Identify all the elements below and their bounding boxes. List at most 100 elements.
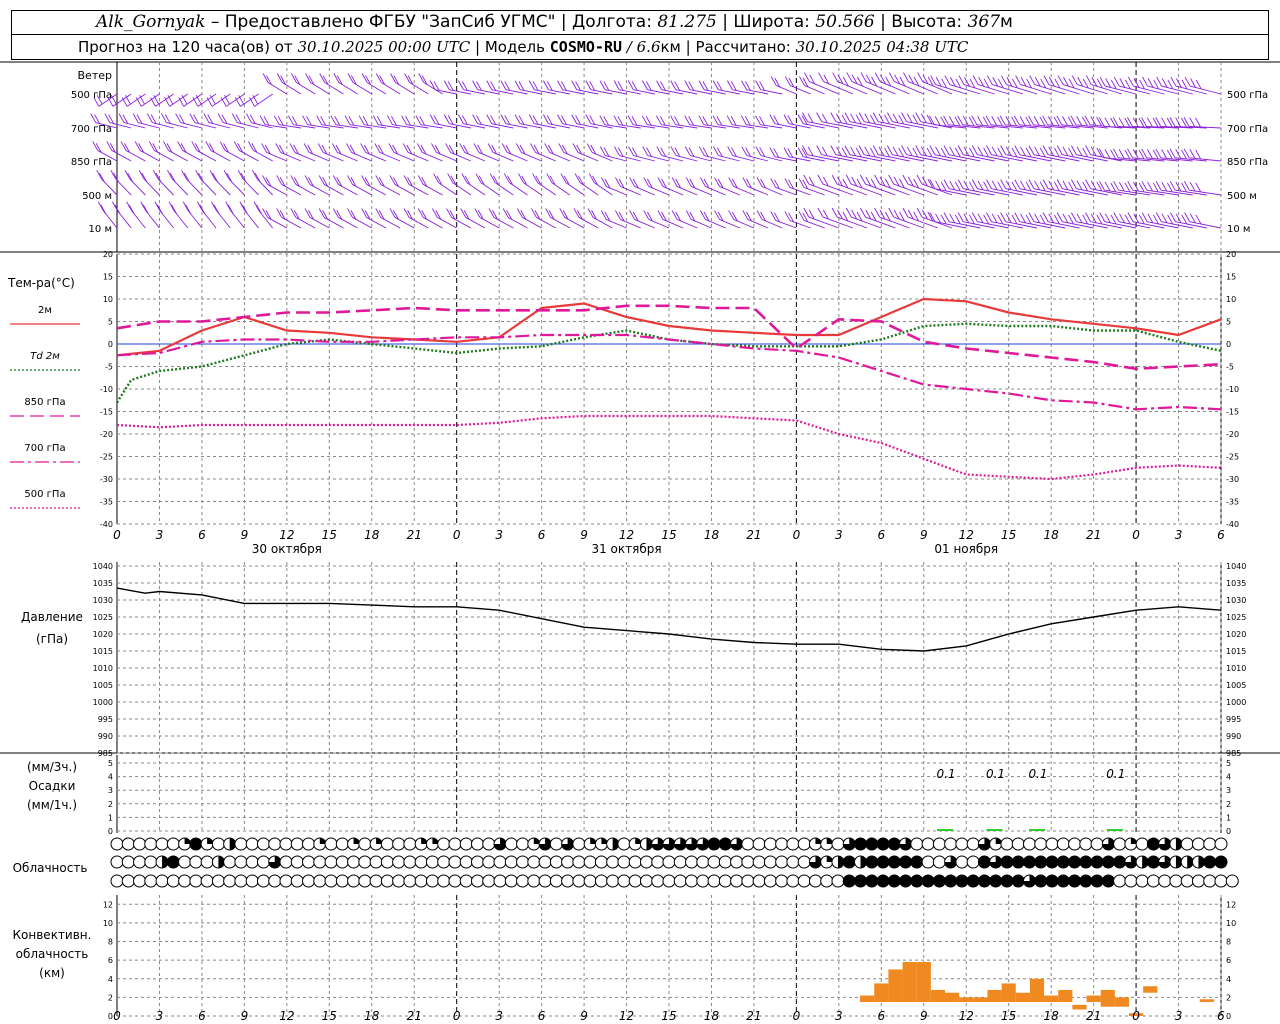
wind-barb-feather <box>872 145 879 155</box>
cloud-circle <box>1034 837 1048 851</box>
wind-barb-feather <box>1090 146 1097 157</box>
cloud-fill-full <box>910 875 923 887</box>
wind-barb-feather <box>769 114 776 124</box>
wind-barb <box>1033 188 1066 196</box>
wind-barb-feather <box>997 116 1003 127</box>
wind-barb-feather <box>615 210 621 220</box>
conv-bar <box>1143 986 1158 993</box>
wind-barb-feather <box>599 146 606 156</box>
wind-barb-feather <box>944 75 951 85</box>
wind-barb <box>878 121 910 129</box>
conv-bar <box>1114 997 1129 1007</box>
pressure-title: Давление <box>21 610 83 624</box>
cloud-fill-full <box>1000 856 1013 868</box>
wind-barb-feather <box>603 147 610 157</box>
cloud-circle <box>200 855 214 869</box>
conv-tick-left: 0 <box>108 1012 113 1021</box>
conv-bar <box>1100 989 1115 1007</box>
wind-level-label-right: 500 гПа <box>1227 90 1268 101</box>
cloud-circle <box>921 855 935 869</box>
wind-barb-feather <box>1053 116 1060 127</box>
cloud-circle <box>617 837 631 851</box>
cloud-circle <box>718 874 732 888</box>
cloud-fill-part <box>1175 838 1182 850</box>
cloud-fill-full <box>989 875 1002 887</box>
wind-barb-feather <box>435 210 442 220</box>
wind-barb-feather <box>458 114 464 124</box>
wind-barb-feather <box>1189 117 1196 127</box>
wind-barb-feather <box>1175 117 1182 127</box>
wind-barb <box>1033 221 1066 229</box>
wind-barb <box>963 154 995 162</box>
wind-level-label-right: 10 м <box>1227 224 1250 235</box>
wind-barb-feather <box>943 179 950 189</box>
wind-barb-feather <box>1133 78 1140 88</box>
wind-barb-feather <box>402 143 409 153</box>
wind-barb-feather <box>949 77 956 87</box>
wind-barb-feather <box>505 144 512 155</box>
wind-barb <box>98 93 118 107</box>
hour-tick: 3 <box>156 528 164 542</box>
hour-tick-bottom: 6 <box>1217 1009 1225 1023</box>
wind-barb-feather <box>957 145 964 155</box>
wind-barb-feather <box>307 144 314 155</box>
wind-barb-feather <box>590 144 597 155</box>
cloud-circle <box>516 874 530 888</box>
wind-barb-feather <box>264 144 271 155</box>
hour-tick: 0 <box>453 528 461 542</box>
wind-barb-feather <box>507 175 513 186</box>
cloud-circle <box>302 837 316 851</box>
cloud-fill-part <box>989 856 1002 868</box>
hour-tick: 6 <box>877 528 885 542</box>
cloud-circle <box>1214 874 1228 888</box>
cloud-circle <box>639 874 653 888</box>
cloud-fill-part <box>539 838 552 850</box>
wind-barb-feather <box>645 81 652 91</box>
wind-barb-feather <box>1184 212 1191 222</box>
wind-barb-feather <box>460 208 467 218</box>
cloud-circle <box>730 855 744 869</box>
hour-tick: 12 <box>959 528 974 542</box>
cloud-fill-part <box>533 837 540 844</box>
wind-barb-feather <box>645 116 652 126</box>
wind-barb-feather <box>1033 116 1040 126</box>
wind-barb-feather <box>935 146 941 157</box>
wind-barb-feather <box>521 175 528 186</box>
wind-barb-feather <box>486 80 493 90</box>
wind-barb-feather <box>221 114 228 124</box>
model-name: COSMO-RU <box>549 38 623 56</box>
cloud-circle <box>256 837 270 851</box>
wind-barb-feather <box>419 116 426 126</box>
wind-barb-feather <box>375 73 382 83</box>
wind-barb-feather <box>929 145 936 155</box>
wind-barb-feather <box>161 113 167 123</box>
wind-barb-feather <box>788 212 794 223</box>
wind-barb-feather <box>152 143 159 153</box>
wind-barb-feather <box>659 116 666 126</box>
wind-barb-feather <box>661 211 667 222</box>
cloud-circle <box>290 874 304 888</box>
wind-barb-feather <box>181 169 187 180</box>
wind-barb-feather <box>846 72 853 82</box>
cloud-circle <box>955 837 969 851</box>
wind-barb-feather <box>997 181 1004 192</box>
cloud-circle <box>685 855 699 869</box>
wind-barb-feather <box>318 175 325 185</box>
cloud-circle <box>437 855 451 869</box>
wind-barb-feather <box>1034 213 1040 224</box>
cloud-circle <box>594 874 608 888</box>
wind-barb-feather <box>954 116 961 127</box>
wind-barb-feather <box>878 146 885 157</box>
cloud-circle <box>268 837 282 851</box>
hour-tick-bottom: 3 <box>1175 1009 1183 1023</box>
cloud-circle <box>234 837 248 851</box>
wind-barb-feather <box>915 112 922 122</box>
wind-barb-feather <box>845 174 852 185</box>
temp-title: Тем-ра(°C) <box>7 276 75 290</box>
wind-barb-feather <box>670 115 676 125</box>
wind-barb-feather <box>730 116 737 126</box>
wind-barb-feather <box>613 115 620 125</box>
press-tick-right: 1015 <box>1226 647 1246 656</box>
wind-barb-feather <box>899 211 905 222</box>
wind-barb-feather <box>169 172 176 183</box>
